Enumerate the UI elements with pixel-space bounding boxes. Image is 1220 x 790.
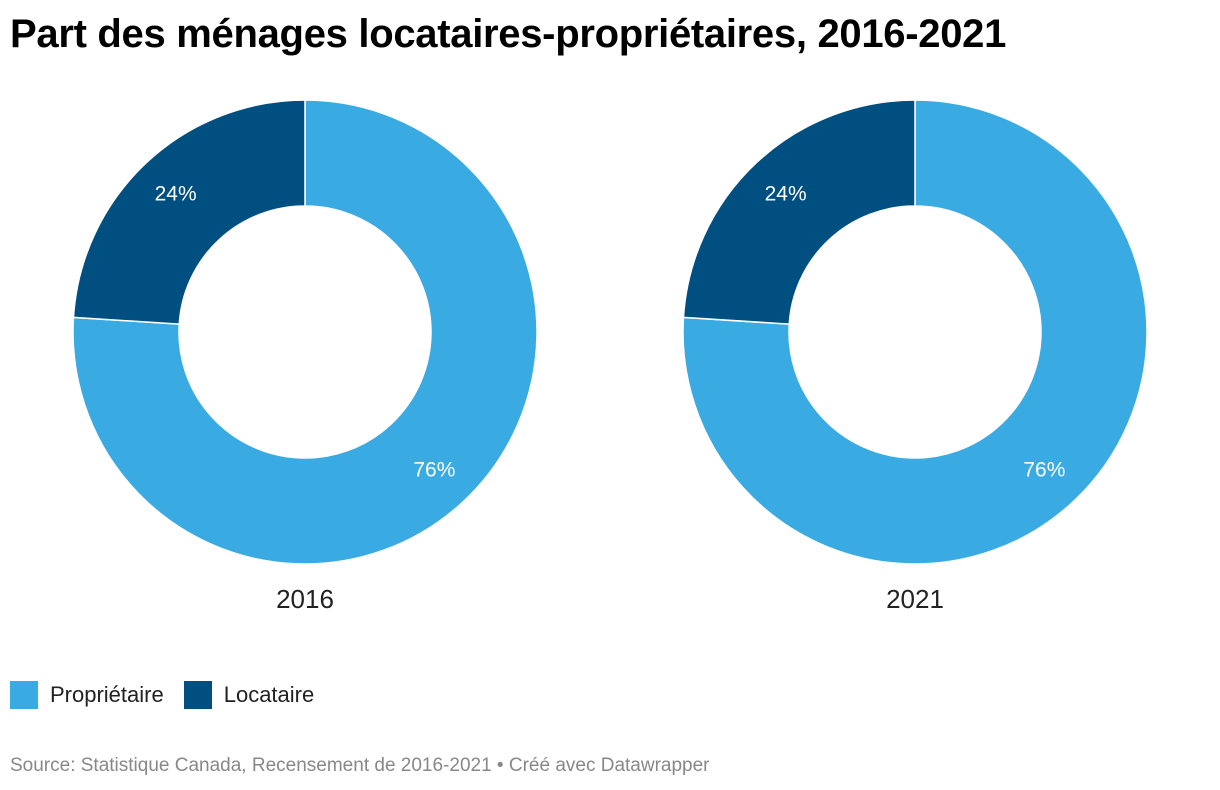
donut-slice-locataire-2016 (72, 99, 306, 325)
slice-label-locataire-2016: 24% (155, 183, 197, 206)
source-note: Source: Statistique Canada, Recensement … (10, 755, 710, 776)
donut-slice-locataire-2021 (682, 99, 916, 325)
slice-label-proprietaire-2016: 76% (413, 458, 455, 481)
legend: Propriétaire Locataire (10, 681, 334, 709)
charts-area: 76% 24% 2016 76% 24% 2021 (0, 90, 1220, 630)
legend-item-locataire: Locataire (183, 681, 315, 709)
legend-swatch-locataire (183, 681, 212, 709)
slice-label-locataire-2021: 24% (765, 183, 807, 206)
legend-item-proprietaire: Propriétaire (10, 681, 164, 709)
donut-slice-proprietaire-2021 (682, 99, 1148, 565)
legend-label-proprietaire: Propriétaire (50, 682, 164, 707)
donut-chart-2016: 76% 24% 2016 (72, 99, 538, 614)
legend-label-locataire: Locataire (223, 682, 315, 707)
slice-label-proprietaire-2021: 76% (1023, 458, 1065, 481)
legend-swatch-proprietaire (10, 681, 38, 709)
chart-title: Part des ménages locataires-propriétaire… (10, 12, 1007, 56)
donut-year-label-2021: 2021 (886, 584, 944, 614)
donut-year-label-2016: 2016 (276, 584, 334, 614)
donut-slice-proprietaire-2016 (72, 99, 538, 565)
donut-chart-2021: 76% 24% 2021 (682, 99, 1148, 614)
